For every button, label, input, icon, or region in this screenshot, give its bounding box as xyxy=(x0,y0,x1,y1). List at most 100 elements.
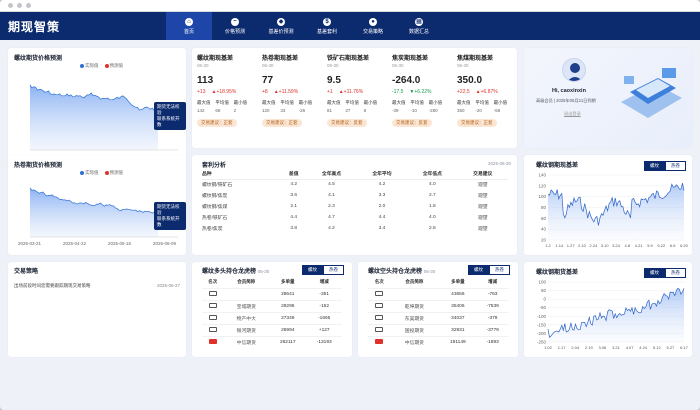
table-row[interactable]: 热卷/铁矿石 4.4 4.7 4.4 4.0 观望 xyxy=(202,215,488,221)
table-row[interactable]: 螺纹钢/焦炭 3.6 4.1 3.3 2.7 观望 xyxy=(202,193,488,199)
legend-actual: 实际值 xyxy=(80,170,99,176)
nav-item-0[interactable]: ⌂ 首页 xyxy=(166,12,212,40)
nav-item-5[interactable]: ▦ 数据汇总 xyxy=(396,12,442,40)
stat-label: 最大值 xyxy=(197,100,211,105)
stat-max: 350 xyxy=(457,108,465,113)
table-row[interactable]: 螺纹钢/焦煤 2.1 2.3 2.0 1.8 观望 xyxy=(202,204,488,210)
basis-change-pct: ▲+11.76% xyxy=(338,89,364,95)
x-tick-label: 1.27 xyxy=(567,243,576,248)
strategy-item[interactable]: 出场前段时间您需要跟踪期现交易策略 xyxy=(14,283,91,288)
basis-name: 焦炭期现基差 xyxy=(392,56,429,62)
stat-label: 最小值 xyxy=(493,100,508,105)
advice-badge: 交易建议：正套 xyxy=(197,119,237,127)
basis-line xyxy=(547,287,685,338)
window-dot[interactable] xyxy=(17,3,22,8)
stat-max: 81 xyxy=(327,108,333,113)
x-tick-label: 2025-03-21 xyxy=(18,241,42,246)
window-dot[interactable] xyxy=(8,3,13,8)
y-tick-label: 100 xyxy=(538,280,546,285)
nav-item-3[interactable]: $ 基差套利 xyxy=(304,12,350,40)
chart-icon: ~ xyxy=(231,17,239,26)
basis-area xyxy=(548,183,684,240)
basis-item[interactable]: 焦煤期现基差 06-30 350.0 +22.5 ▲+6.87% 最大值 平均值 最小… xyxy=(452,48,517,148)
nav-item-2[interactable]: ◆ 基差价预测 xyxy=(258,12,304,40)
x-tick-label: 4.21 xyxy=(635,243,644,248)
y-tick-label: 50 xyxy=(541,288,547,293)
price-line xyxy=(29,84,159,114)
basis-change-pct: ▼+6.22% xyxy=(409,89,432,95)
strategy-title: 交易策略 xyxy=(14,269,39,275)
compass-icon: ◆ xyxy=(277,17,285,26)
logout-link[interactable]: 退出登录 xyxy=(564,111,581,116)
nav-item-4[interactable]: ● 交易策略 xyxy=(350,12,396,40)
strategy-card: 交易策略 出场前段时间您需要跟踪期现交易策略 2025-06-27 xyxy=(8,262,186,357)
tab-rebar[interactable]: 螺纹 xyxy=(644,268,665,278)
column-header: 多单量 xyxy=(451,278,465,284)
rank-badge-icon xyxy=(208,315,217,321)
arrow-up-icon: ▲ xyxy=(273,89,279,95)
stat-max: -39 xyxy=(392,108,399,113)
short-holdings-card: 螺纹空头持仓龙虎榜 06-30 螺纹 热卷 名次 会员简称 多单量 增减 43656 -76… xyxy=(358,262,518,357)
short-holdings-table: 名次 会员简称 多单量 增减 43656 -763 乾坤期货 35406 -7539 东吴期货 34… xyxy=(368,275,508,348)
tab-hotcoil[interactable]: 热卷 xyxy=(665,268,686,278)
tab-rebar[interactable]: 螺纹 xyxy=(644,161,665,171)
basis-date: 06-30 xyxy=(457,63,469,68)
stat-min: -26 xyxy=(298,108,306,113)
chart-title: 螺纹期货价格预测 xyxy=(14,56,63,62)
x-tick-label: 6.6 xyxy=(670,243,676,248)
table-row[interactable]: 物产中大 27349 -1665 xyxy=(202,311,342,324)
stat-avg: 27 xyxy=(345,108,351,113)
advice-badge: 交易建议：反套 xyxy=(392,119,432,127)
basis-chart-card-2: 螺纹钢期货基差 螺纹 热卷 100 50 0 -50 -100 -150 -200 -250 1.… xyxy=(524,262,692,357)
window-dot[interactable] xyxy=(26,3,31,8)
table-row[interactable]: 中信期货 262117 -13193 xyxy=(202,335,342,348)
table-row[interactable]: 宝城期货 28295 -152 xyxy=(202,299,342,312)
stat-label: 最大值 xyxy=(392,100,406,105)
x-tick-label: 2025-06-09 xyxy=(153,241,177,246)
basis-change: -17.5 xyxy=(392,89,404,95)
tab-rebar[interactable]: 螺纹 xyxy=(468,265,489,275)
rank-badge-icon xyxy=(375,303,384,309)
stat-label: 平均值 xyxy=(215,100,229,105)
x-tick-label: 1.2 xyxy=(545,243,551,248)
nav-item-1[interactable]: ~ 价格预测 xyxy=(212,12,258,40)
table-row[interactable]: 热卷/焦炭 3.8 4.2 3.4 2.8 观望 xyxy=(202,226,488,232)
table-row[interactable]: 28641 -351 xyxy=(202,287,342,300)
basis-item[interactable]: 焦炭期现基差 06-30 -264.0 -17.5 ▼+6.22% 最大值 平均值最… xyxy=(387,48,452,148)
column-header: 增减 xyxy=(488,278,498,284)
tab-hotcoil[interactable]: 热卷 xyxy=(323,265,344,275)
tab-rebar[interactable]: 螺纹 xyxy=(302,265,323,275)
basis-line xyxy=(547,183,685,226)
tab-hotcoil[interactable]: 热卷 xyxy=(489,265,510,275)
y-tick-label: 120 xyxy=(538,183,546,188)
legend-actual: 实际值 xyxy=(80,63,99,69)
holdings-date: 06-30 xyxy=(423,269,436,274)
membership-status: 高级会员 | 2025年06月21日到期 xyxy=(536,98,596,103)
dollar-icon: $ xyxy=(323,17,331,26)
y-tick-label: 100 xyxy=(538,194,546,199)
avatar[interactable] xyxy=(562,58,586,82)
basis-item[interactable]: 螺纹期现基差 06-30 113 +13 ▲+18.95% 最大值 平均值 最小值 1… xyxy=(192,48,257,148)
y-tick-label: -50 xyxy=(539,305,546,310)
tab-hotcoil[interactable]: 热卷 xyxy=(665,161,686,171)
chart-tooltip: 期货无法校验 联系系统开数 xyxy=(154,102,186,130)
table-row[interactable]: 43656 -763 xyxy=(368,287,508,300)
table-row[interactable]: 银河期货 26994 +127 xyxy=(202,323,342,336)
stat-label: 最小值 xyxy=(428,100,443,105)
table-row[interactable]: 东吴期货 34037 -379 xyxy=(368,311,508,324)
table-row[interactable]: 中信期货 191149 -1893 xyxy=(368,335,508,348)
basis-item[interactable]: 铁矿石期现基差 06-30 9.5 +1 ▲+11.76% 最大值 平均值 最小值 8… xyxy=(322,48,387,148)
x-tick-label: 2.24 xyxy=(589,243,598,248)
rank-badge-icon xyxy=(375,339,384,345)
stat-label: 平均值 xyxy=(345,100,359,105)
pin-icon: ● xyxy=(369,17,377,26)
holdings-title: 螺纹多头持仓龙虎榜 xyxy=(202,269,257,275)
table-row[interactable]: 国投期货 32931 -3779 xyxy=(368,323,508,336)
basis-item[interactable]: 热卷期现基差 06-30 77 +8 ▲+11.59% 最大值 平均值 最小值 120… xyxy=(257,48,322,148)
stat-max: 120 xyxy=(262,108,270,113)
table-row[interactable]: 螺纹钢/铁矿石 4.2 4.5 4.2 4.0 观望 xyxy=(202,182,488,189)
table-row[interactable]: 乾坤期货 35406 -7539 xyxy=(368,299,508,312)
column-header: 会员简称 xyxy=(237,278,256,284)
